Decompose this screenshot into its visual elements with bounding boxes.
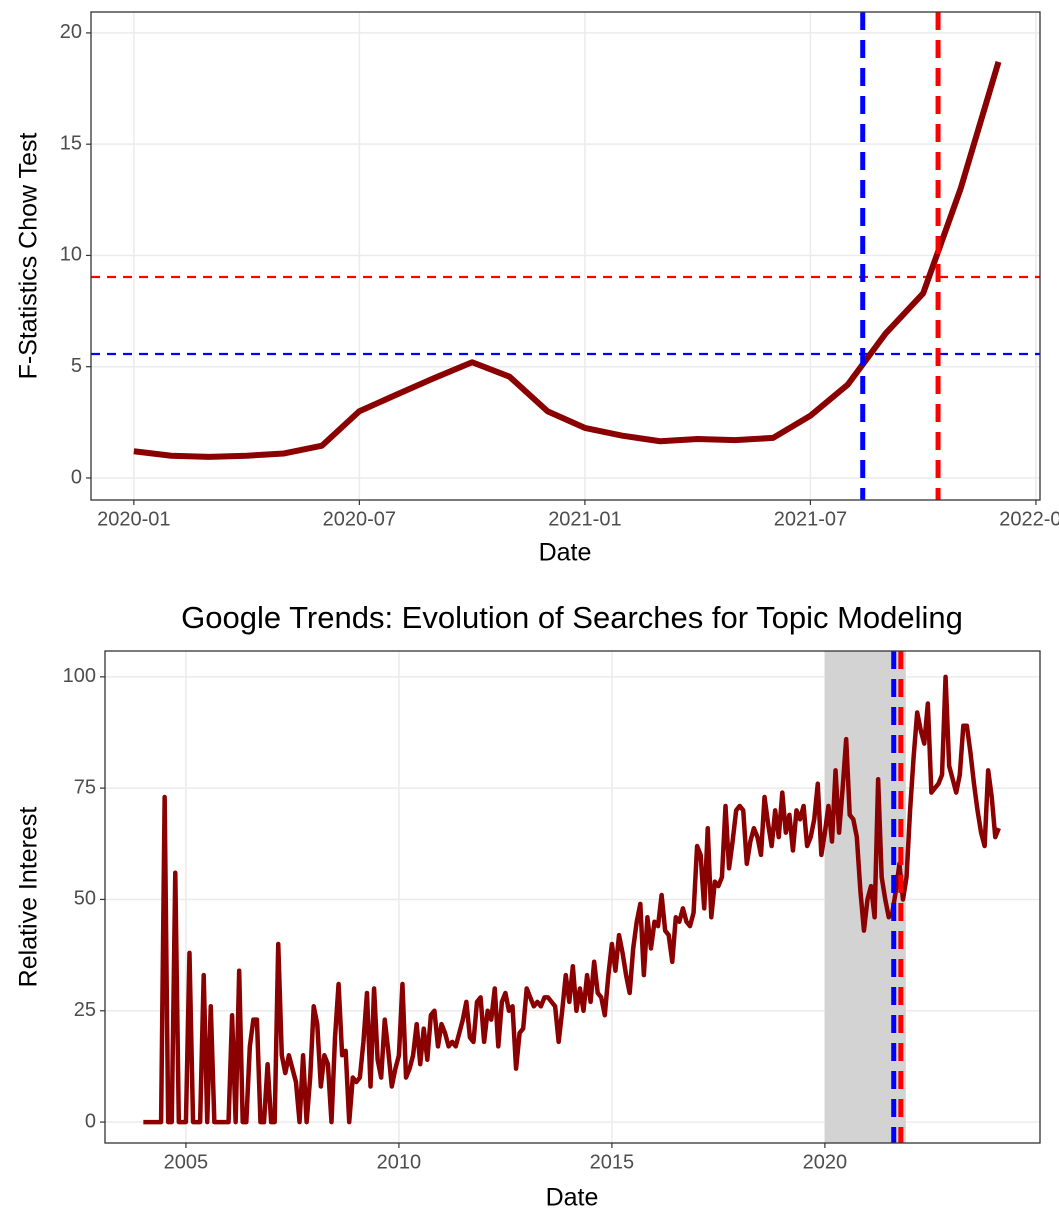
y-tick-label: 25 [74,999,96,1021]
x-tick-label: 2010 [377,1151,422,1173]
y-axis-title: Relative Interest [15,807,43,988]
x-axis-title: Date [539,539,592,567]
x-tick-label: 2020-01 [97,508,170,530]
data-line [133,60,1002,460]
x-axis-title: Date [546,1184,599,1212]
y-tick-label: 5 [71,355,82,377]
y-tick-label: 20 [60,21,82,43]
x-tick-label: 2005 [164,1151,209,1173]
x-tick-label: 2022-01 [999,508,1059,530]
y-tick-label: 50 [74,888,96,910]
panel [105,651,1040,1143]
x-tick-label: 2021-01 [548,508,621,530]
y-axis-title: F-Statistics Chow Test [15,133,43,380]
x-tick-label: 2021-07 [774,508,847,530]
x-tick-label: 2020 [803,1151,848,1173]
y-tick-label: 0 [71,466,82,488]
y-tick-label: 10 [60,244,82,266]
x-tick-label: 2020-07 [323,508,396,530]
panel-border [90,11,1041,501]
y-tick-label: 15 [60,132,82,154]
chart-title: Google Trends: Evolution of Searches for… [181,600,963,635]
panel [91,12,1040,500]
y-tick-label: 0 [85,1110,96,1132]
y-tick-label: 100 [63,665,96,687]
data-line [143,674,1001,1125]
x-tick-label: 2015 [590,1151,635,1173]
y-tick-label: 75 [74,776,96,798]
panel-border [104,650,1041,1144]
